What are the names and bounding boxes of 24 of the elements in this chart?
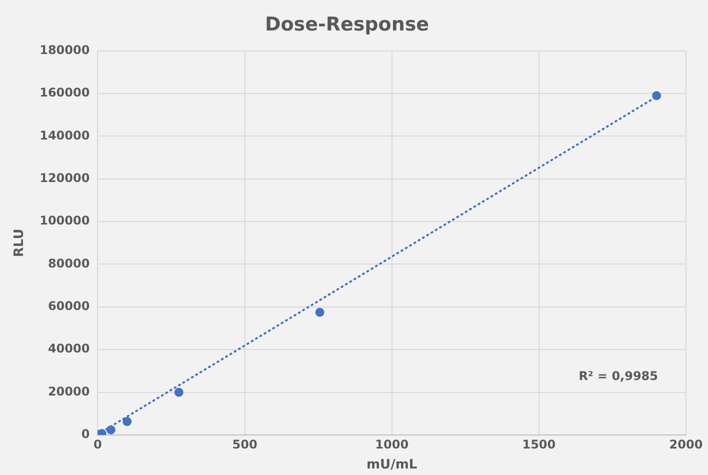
y-tick-label: 160000 bbox=[40, 86, 90, 100]
y-tick-label: 60000 bbox=[48, 299, 90, 314]
point bbox=[106, 425, 116, 434]
point bbox=[652, 91, 662, 100]
y-tick-label: 180000 bbox=[40, 42, 90, 57]
x-tick-label: 2000 bbox=[669, 437, 703, 452]
x-axis-title: mU/mL bbox=[366, 458, 418, 473]
x-tick-label: 500 bbox=[232, 437, 258, 452]
x-tick-label: 1000 bbox=[375, 437, 409, 452]
y-tick-label: 40000 bbox=[48, 342, 90, 356]
x-tick-label: 0 bbox=[94, 437, 102, 452]
y-tick-label: 20000 bbox=[48, 384, 90, 398]
point bbox=[174, 388, 184, 397]
y-tick-label: 120000 bbox=[40, 170, 90, 185]
y-axis-title: RLU bbox=[12, 228, 28, 258]
chart-title: Dose-Response bbox=[264, 13, 430, 36]
y-tick-label: 80000 bbox=[48, 256, 90, 270]
point bbox=[122, 417, 132, 426]
x-tick-label: 1500 bbox=[522, 437, 556, 452]
y-tick-label: 140000 bbox=[40, 128, 90, 142]
y-tick-label: 0 bbox=[81, 427, 90, 442]
y-tick-label: 100000 bbox=[40, 214, 90, 228]
point bbox=[315, 308, 324, 317]
annotation: R² = 0,9985 bbox=[578, 369, 658, 383]
